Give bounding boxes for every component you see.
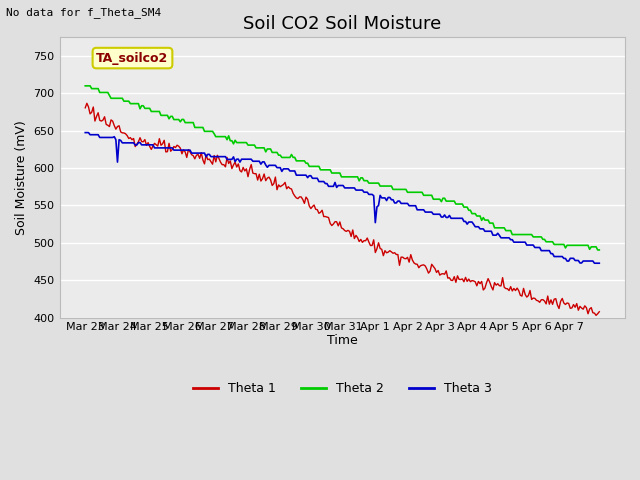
Text: No data for f_Theta_SM4: No data for f_Theta_SM4 <box>6 7 162 18</box>
Theta 3 <box>156 145 163 151</box>
Theta 3 <box>532 245 540 251</box>
Text: TA_soilco2: TA_soilco2 <box>97 51 168 65</box>
Theta 2 <box>504 228 511 233</box>
Line: Theta 1: Theta 1 <box>85 103 599 315</box>
Theta 1 <box>349 227 356 233</box>
Theta 1 <box>81 105 89 111</box>
Theta 2 <box>348 174 355 180</box>
Line: Theta 3: Theta 3 <box>85 132 599 263</box>
Theta 1 <box>505 288 513 293</box>
Theta 1 <box>452 279 460 285</box>
Y-axis label: Soil Moisture (mV): Soil Moisture (mV) <box>15 120 28 235</box>
Theta 2 <box>595 247 603 253</box>
Theta 1 <box>157 143 165 148</box>
Legend: Theta 1, Theta 2, Theta 3: Theta 1, Theta 2, Theta 3 <box>188 377 497 400</box>
Theta 3 <box>81 130 89 135</box>
Theta 3 <box>504 235 511 240</box>
Theta 1 <box>445 275 453 281</box>
Theta 2 <box>594 247 602 253</box>
Theta 2 <box>81 83 89 89</box>
Theta 2 <box>444 198 452 204</box>
Theta 3 <box>451 216 458 221</box>
Line: Theta 2: Theta 2 <box>85 86 599 250</box>
X-axis label: Time: Time <box>327 334 358 347</box>
Theta 3 <box>591 260 598 266</box>
Theta 1 <box>592 312 600 318</box>
Theta 2 <box>156 108 163 114</box>
Theta 3 <box>348 185 355 191</box>
Theta 1 <box>534 298 542 304</box>
Theta 2 <box>451 198 458 204</box>
Theta 1 <box>83 100 91 106</box>
Theta 3 <box>595 260 603 266</box>
Theta 1 <box>595 309 603 314</box>
Title: Soil CO2 Soil Moisture: Soil CO2 Soil Moisture <box>243 15 442 33</box>
Theta 2 <box>532 234 540 240</box>
Theta 3 <box>444 215 452 220</box>
